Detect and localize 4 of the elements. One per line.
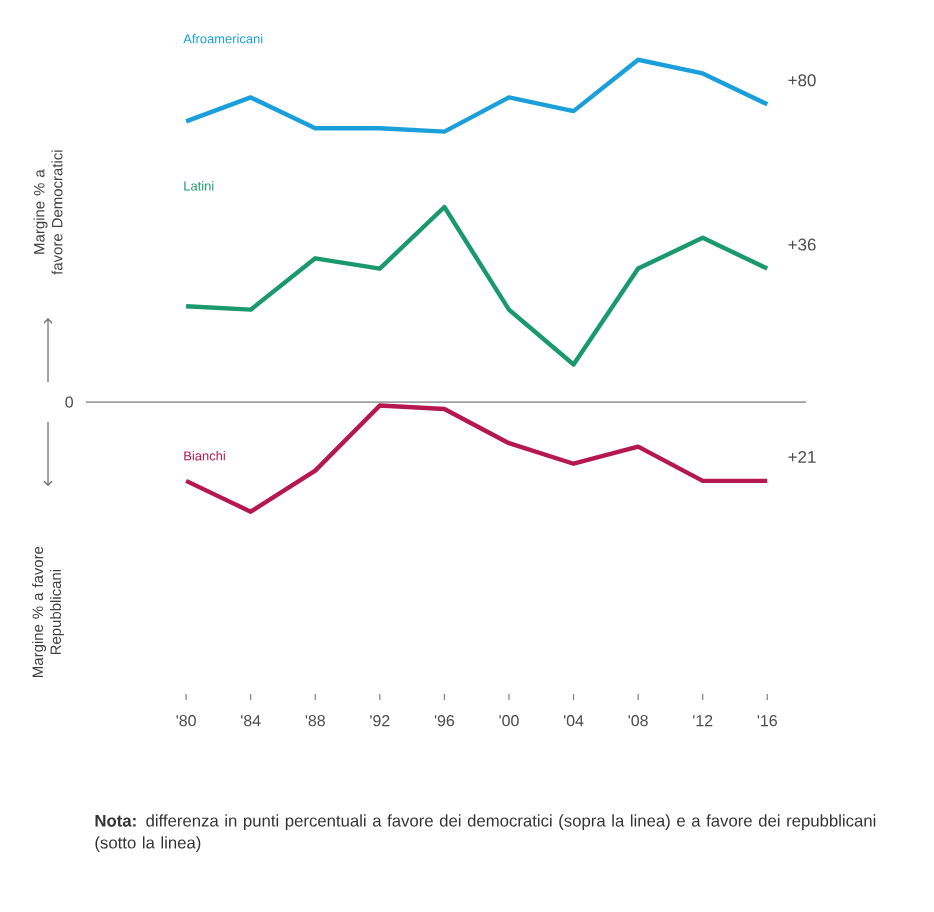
annotation: +21 [788,450,816,463]
annotation: +80 [788,74,816,87]
annotation: +36 [788,238,816,251]
text: Nota: differenza in punti percentuali a favore dei democratici (sopra la linea) e a favore dei repubblicani (sotto la linea) [95,814,876,852]
